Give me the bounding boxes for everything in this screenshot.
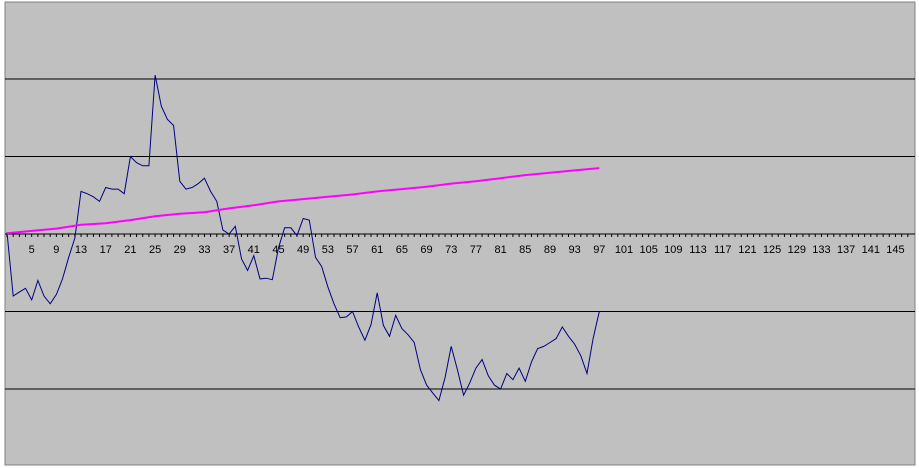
x-tick-label: 89: [544, 244, 556, 256]
x-tick-label: 9: [53, 244, 59, 256]
x-tick-label: 65: [396, 244, 408, 256]
x-tick-label: 85: [519, 244, 531, 256]
x-tick-label: 5: [29, 244, 35, 256]
series-line-1: [6, 75, 600, 402]
x-tick-label: 17: [100, 244, 112, 256]
x-tick-label: 125: [763, 244, 781, 256]
x-tick-label: 133: [812, 244, 830, 256]
x-tick-label: 117: [714, 244, 732, 256]
x-tick-label: 109: [664, 244, 682, 256]
x-tick-label: 49: [297, 244, 309, 256]
x-tick-label: 93: [569, 244, 581, 256]
x-tick-label: 129: [788, 244, 806, 256]
x-tick-label: 69: [420, 244, 432, 256]
x-tick-label: 113: [689, 244, 707, 256]
x-tick-label: 101: [615, 244, 633, 256]
x-axis-ticks: [6, 234, 909, 237]
x-tick-label: 145: [886, 244, 904, 256]
x-tick-label: 105: [640, 244, 658, 256]
series-lines: [6, 75, 600, 402]
x-tick-label: 21: [124, 244, 136, 256]
x-tick-label: 73: [445, 244, 457, 256]
x-tick-label: 141: [862, 244, 880, 256]
x-tick-label: 57: [346, 244, 358, 256]
x-tick-label: 61: [371, 244, 383, 256]
gridlines: [5, 78, 915, 390]
x-tick-label: 29: [174, 244, 186, 256]
x-tick-label: 41: [248, 244, 260, 256]
series-line-2: [6, 167, 600, 235]
x-tick-label: 77: [470, 244, 482, 256]
x-tick-label: 33: [198, 244, 210, 256]
x-tick-label: 137: [837, 244, 855, 256]
x-tick-label: 97: [593, 244, 605, 256]
x-tick-label: 25: [149, 244, 161, 256]
x-tick-label: 53: [322, 244, 334, 256]
x-tick-label: 37: [223, 244, 235, 256]
x-tick-label: 13: [75, 244, 87, 256]
x-axis-tick-labels: 5 9 13 17 21 25 29 33 37 41 45 49 53 57 61 65 69 73 77 81 85…: [29, 244, 905, 256]
x-tick-label: 121: [738, 244, 756, 256]
x-tick-label: 81: [494, 244, 506, 256]
